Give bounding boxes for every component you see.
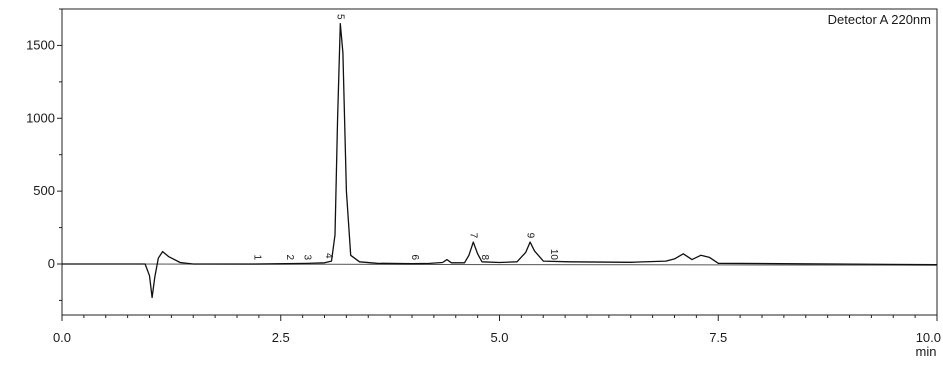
- peak-label: 2: [284, 254, 295, 260]
- peak-label: 7: [468, 233, 479, 239]
- peak-label: 9: [524, 233, 535, 239]
- peak-label: 10: [548, 249, 559, 261]
- x-tick-label: 10.0: [916, 330, 941, 345]
- secondary-baseline: [61, 263, 938, 266]
- peak-label: 5: [335, 14, 346, 20]
- plot-frame: [61, 8, 938, 316]
- peak-label: 8: [479, 254, 490, 260]
- x-tick-label: 7.5: [709, 330, 727, 345]
- x-tick-label: 5.0: [490, 330, 508, 345]
- y-tick-label: 1500: [26, 37, 55, 52]
- detector-label: Detector A 220nm: [828, 12, 931, 27]
- chromatogram-trace: [62, 22, 938, 299]
- series-layer: [61, 22, 938, 299]
- peak-label: 6: [409, 254, 420, 260]
- x-axis: 0.0 2.5 5.0 7.5 10.0: [53, 315, 941, 345]
- y-tick-label: 500: [33, 183, 55, 198]
- peak-label: 4: [323, 253, 334, 259]
- x-axis-unit-label: min: [916, 344, 937, 359]
- x-tick-label: 2.5: [272, 330, 290, 345]
- x-tick-label: 0.0: [53, 330, 71, 345]
- y-tick-label: 0: [48, 256, 55, 271]
- peak-label: 1: [251, 254, 262, 260]
- peak-label: 3: [301, 254, 312, 260]
- y-tick-label: 1000: [26, 110, 55, 125]
- y-axis: 1500 1000 500 0: [26, 8, 62, 301]
